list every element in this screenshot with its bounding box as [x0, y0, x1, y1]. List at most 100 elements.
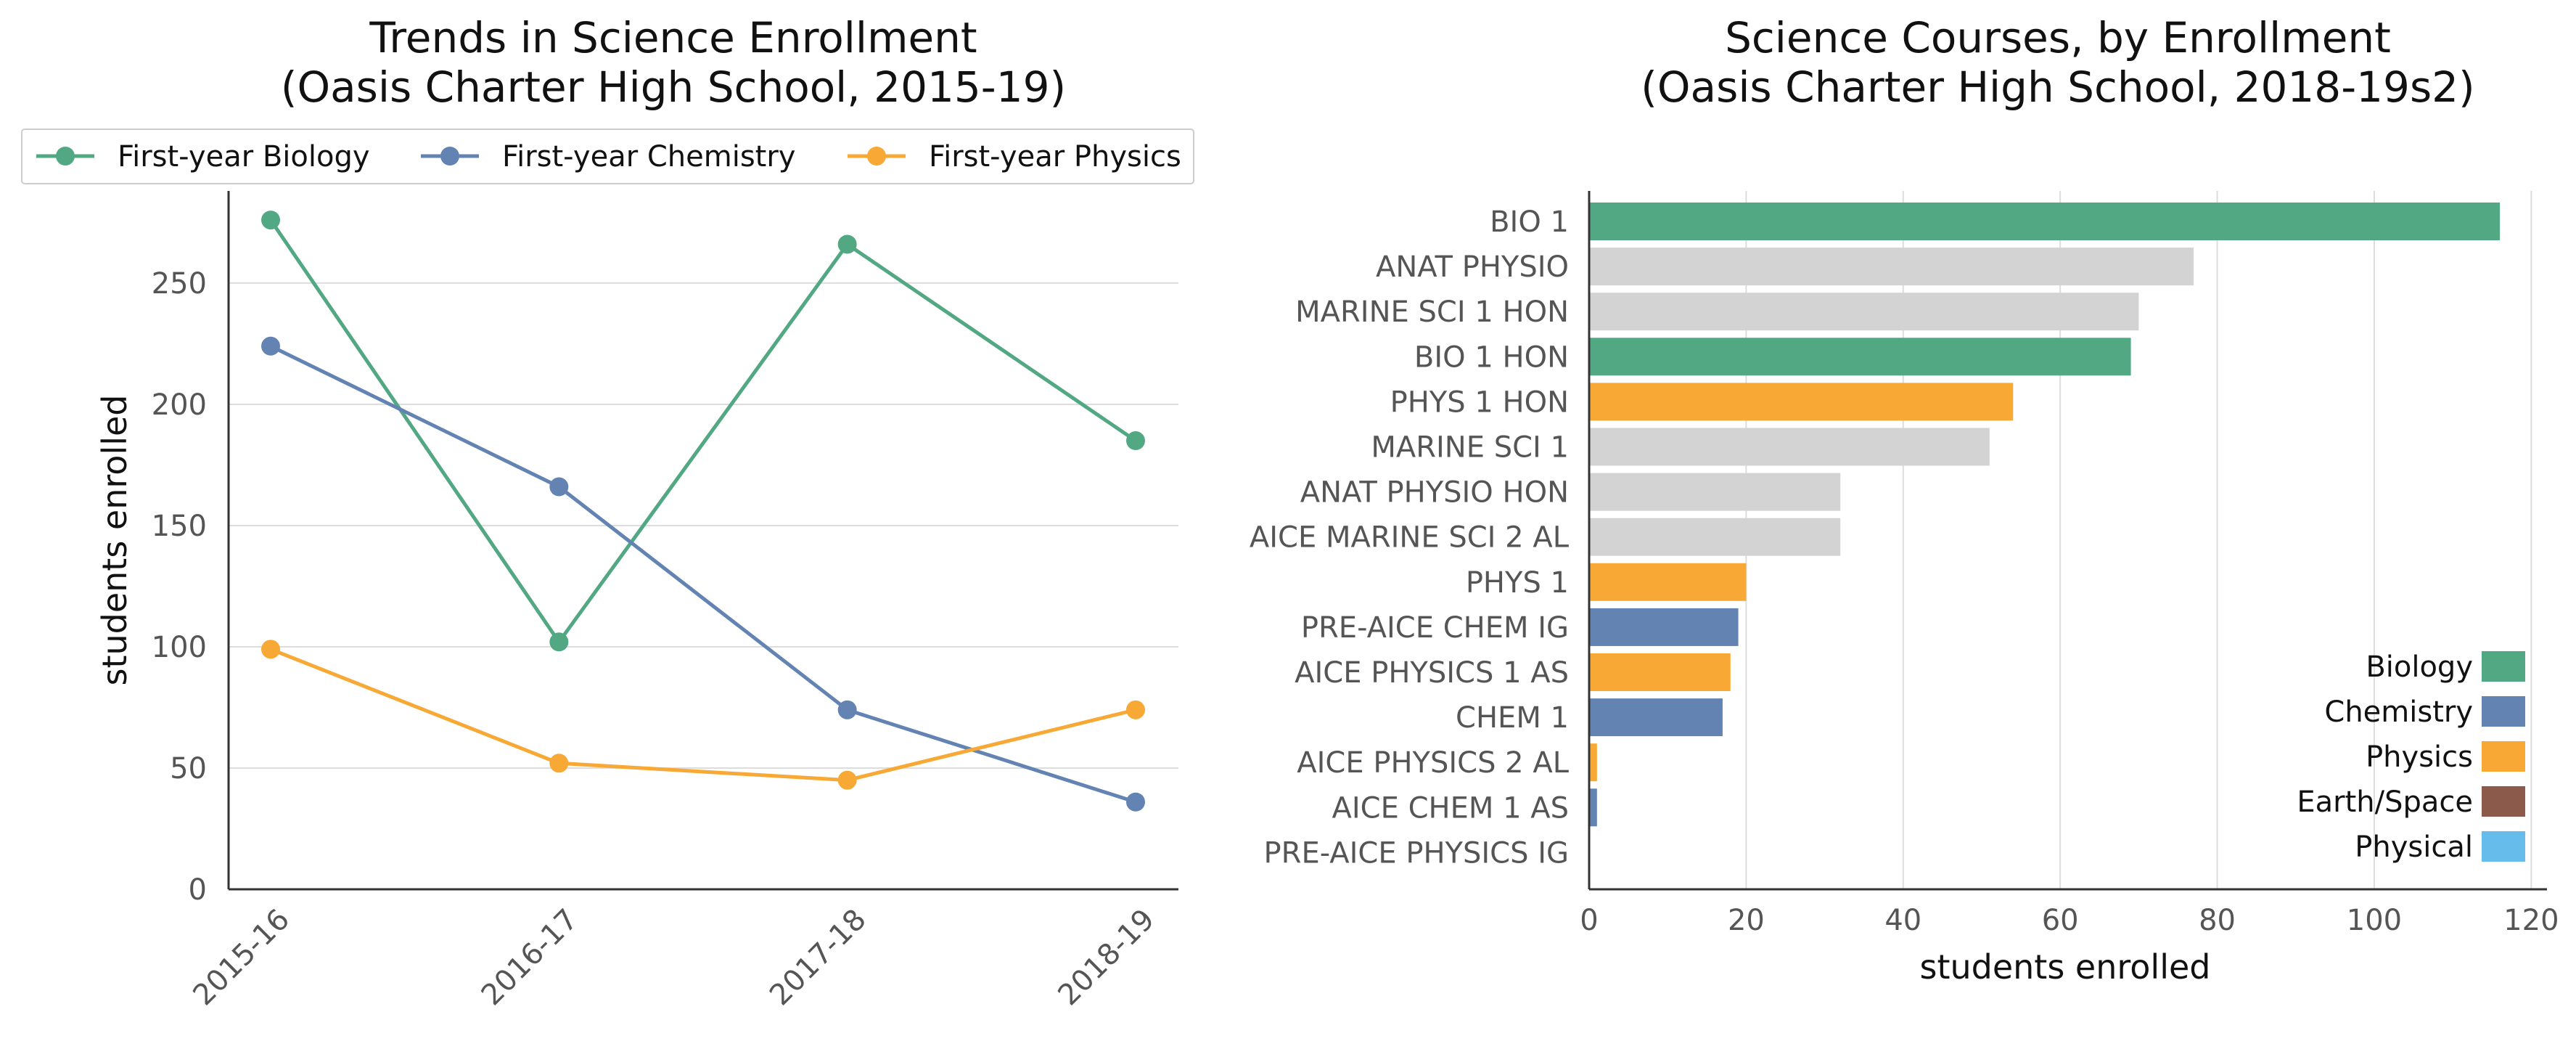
category-label: BIO 1 HON [1414, 340, 1569, 374]
category-label: AICE MARINE SCI 2 AL [1250, 521, 1570, 555]
legend-entry: First-year Physics [848, 140, 1181, 174]
y-tick-label: 50 [170, 752, 207, 785]
category-label: CHEM 1 [1456, 701, 1569, 735]
legend-entry: Earth/Space [2297, 785, 2525, 819]
bar-chart-subtitle: (Oasis Charter High School, 2018-19s2) [1641, 62, 2474, 112]
y-tick-label: 150 [152, 510, 207, 543]
bar [1589, 428, 1990, 466]
legend-swatch [2482, 651, 2525, 682]
series-line [268, 219, 1137, 645]
x-tick-label: 60 [2042, 904, 2079, 937]
line-chart-y-label: students enrolled [95, 395, 134, 686]
bar [1589, 518, 1841, 556]
category-label: PHYS 1 [1466, 566, 1569, 600]
bar [1589, 383, 2014, 421]
bar [1589, 653, 1731, 691]
line-chart-gridlines [229, 282, 1178, 769]
bar [1589, 338, 2131, 376]
y-tick-label: 200 [152, 388, 207, 422]
category-label: PHYS 1 HON [1390, 385, 1569, 419]
data-point [837, 700, 857, 719]
category-label: PRE-AICE CHEM IG [1301, 611, 1569, 645]
bar [1589, 293, 2139, 331]
category-label: MARINE SCI 1 [1371, 431, 1569, 465]
legend-swatch [2482, 831, 2525, 862]
line-chart-series [261, 211, 1145, 812]
series-first-year-chemistry [261, 336, 1145, 812]
line-chart-y-ticks: 0 50 100 150 200 250 [152, 267, 207, 907]
series-line [270, 647, 1136, 783]
line-chart-subtitle: (Oasis Charter High School, 2015-19) [281, 62, 1066, 112]
bar [1589, 788, 1597, 827]
bar [1589, 248, 2194, 286]
legend-swatch [2482, 696, 2525, 727]
data-point [261, 336, 280, 356]
bar-chart-bars [1589, 203, 2501, 827]
bar [1589, 743, 1597, 782]
series-first-year-biology [261, 211, 1145, 652]
data-point [549, 754, 569, 773]
category-label: BIO 1 [1490, 205, 1569, 239]
x-tick-label: 80 [2199, 904, 2236, 937]
legend-entry: First-year Chemistry [421, 140, 795, 174]
x-tick-label: 120 [2503, 904, 2559, 937]
series-line [269, 344, 1136, 804]
line-chart-legend: First-year Biology First-year Chemistry Fi… [21, 128, 1194, 184]
data-point [837, 770, 857, 790]
legend-label: First-year Biology [118, 140, 370, 174]
legend-frame [21, 128, 1194, 184]
legend-marker [440, 147, 459, 166]
bar-chart: Science Courses, by Enrollment (Oasis Ch… [1250, 13, 2559, 987]
category-label: AICE PHYSICS 2 AL [1297, 746, 1569, 780]
data-point [549, 632, 569, 652]
bar [1589, 203, 2501, 240]
data-point [261, 640, 280, 659]
legend-label: Physical [2355, 830, 2473, 864]
data-point [549, 477, 569, 497]
legend-marker [867, 147, 886, 166]
legend-label: Biology [2366, 650, 2473, 684]
data-point [1126, 700, 1145, 719]
bar-chart-category-labels: BIO 1 ANAT PHYSIO MARINE SCI 1 HON BIO 1 HO… [1250, 205, 1570, 870]
x-tick-label: 0 [1580, 904, 1598, 937]
legend-label: Physics [2366, 740, 2473, 774]
bar-chart-x-ticks: 0 20 40 60 80 100 120 [1580, 904, 2559, 937]
legend-marker [56, 147, 75, 166]
legend-entry: Physics [2366, 740, 2525, 774]
x-tick-label: 40 [1884, 904, 1921, 937]
bar [1589, 563, 1747, 601]
category-label: MARINE SCI 1 HON [1295, 295, 1569, 329]
x-tick-label: 100 [2347, 904, 2402, 937]
y-tick-label: 100 [152, 631, 207, 664]
bar [1589, 473, 1841, 511]
category-label: AICE PHYSICS 1 AS [1295, 656, 1569, 690]
legend-swatch [2482, 786, 2525, 817]
y-tick-label: 250 [152, 267, 207, 301]
bar-chart-legend: Biology Chemistry Physics Earth/Space Physic… [2297, 650, 2525, 864]
category-label: PRE-AICE PHYSICS IG [1264, 836, 1569, 870]
legend-swatch [2482, 741, 2525, 772]
bar [1589, 698, 1723, 737]
legend-entry: Biology [2366, 650, 2525, 684]
legend-label: First-year Physics [929, 140, 1181, 174]
legend-label: First-year Chemistry [502, 140, 795, 174]
data-point [1126, 792, 1145, 812]
legend-label: Chemistry [2324, 695, 2473, 729]
legend-label: Earth/Space [2297, 785, 2473, 819]
legend-entry: Physical [2355, 830, 2525, 864]
data-point [1126, 431, 1145, 451]
legend-entry: First-year Biology [36, 140, 370, 174]
bar [1589, 608, 1739, 646]
category-label: ANAT PHYSIO [1376, 250, 1569, 284]
data-point [261, 211, 280, 230]
bar-chart-x-label: students enrolled [1920, 947, 2211, 987]
series-first-year-physics [261, 640, 1145, 790]
category-label: ANAT PHYSIO HON [1300, 476, 1569, 510]
legend-entry: Chemistry [2324, 695, 2525, 729]
x-tick-label: 20 [1728, 904, 1765, 937]
category-label: AICE CHEM 1 AS [1332, 791, 1569, 825]
line-chart-title: Trends in Science Enrollment [369, 13, 977, 62]
y-tick-label: 0 [189, 873, 207, 907]
bar-chart-title: Science Courses, by Enrollment [1725, 13, 2391, 62]
